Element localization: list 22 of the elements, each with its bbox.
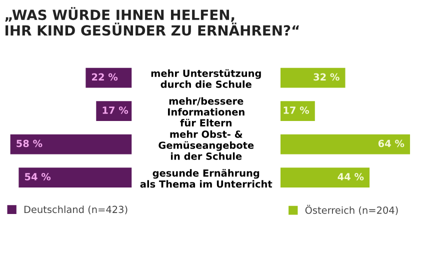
bar (280, 68, 346, 88)
chart-title: „WAS WÜRDE IHNEN HELFEN, IHR KIND GESÜNDER ZU ERNÄHREN?“ (5, 7, 299, 36)
bar (18, 168, 132, 188)
data-label: 64 % (378, 140, 404, 148)
data-label: 17 % (284, 106, 310, 114)
y-tick-label: mehr Unterstützung durch die Schule (151, 69, 261, 88)
data-label: 22 % (92, 73, 118, 81)
data-label: 32 % (314, 73, 340, 81)
bar (280, 101, 315, 122)
bar (96, 101, 132, 122)
data-label: 58 % (16, 140, 42, 148)
bar (280, 168, 370, 188)
bar (10, 134, 132, 154)
legend-label: Deutschland (n=423) (24, 206, 128, 214)
data-label: 54 % (25, 173, 51, 180)
legend-label: Österreich (n=204) (305, 204, 398, 215)
data-label: 44 % (338, 173, 364, 180)
bar (280, 134, 410, 154)
y-tick-label: mehr Obst- & Gemüseangebote in der Schule (158, 130, 254, 160)
y-tick-label: gesunde Ernährung als Thema im Unterricht (140, 169, 272, 188)
bar (86, 68, 132, 88)
data-label: 17 % (102, 106, 128, 114)
